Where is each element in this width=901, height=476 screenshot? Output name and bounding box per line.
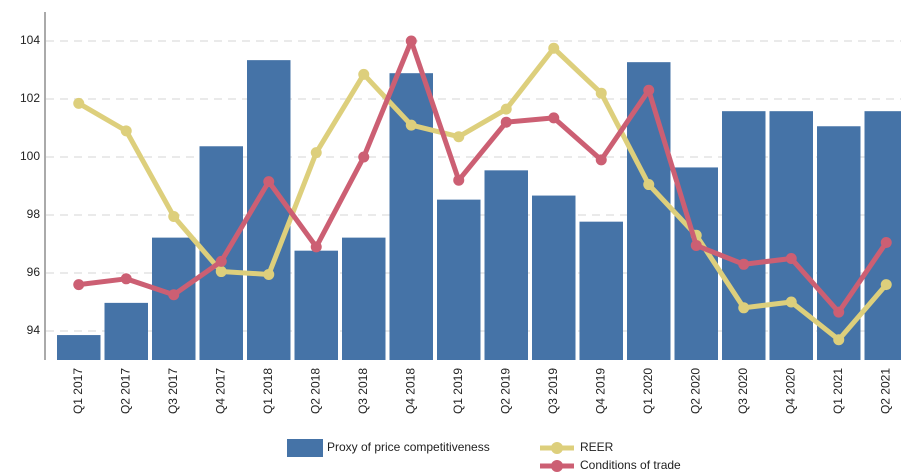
x-tick-label: Q1 2019: [451, 368, 465, 414]
legend-swatch: [287, 439, 323, 457]
line: [78, 38, 889, 315]
bar: [579, 221, 623, 360]
point: [120, 273, 132, 285]
x-tick-label: Q2 2019: [498, 368, 512, 414]
point: [880, 279, 892, 291]
x-tick-label: Q1 2021: [831, 368, 845, 414]
bar: [484, 170, 528, 360]
point: [453, 174, 465, 186]
point: [263, 176, 275, 188]
bar: [722, 111, 766, 361]
point: [215, 255, 227, 267]
x-tick-label: Q3 2019: [546, 368, 560, 414]
point: [595, 154, 607, 166]
x-tick-label: Q2 2020: [688, 368, 702, 414]
point: [643, 179, 655, 191]
point: [310, 147, 322, 159]
point: [168, 210, 180, 222]
point: [453, 131, 465, 143]
bar: [437, 199, 481, 360]
bar: [627, 62, 671, 361]
x-tick-label: Q1 2020: [641, 368, 655, 414]
x-tick-label: Q3 2020: [736, 368, 750, 414]
bar: [864, 111, 901, 361]
point: [168, 289, 180, 301]
bar: [769, 111, 813, 361]
point: [358, 68, 370, 80]
bar: [342, 237, 386, 360]
legend-label: Conditions of trade: [580, 458, 681, 472]
point: [738, 302, 750, 314]
line: [77, 45, 889, 343]
point: [785, 296, 797, 308]
y-tick-label: 94: [27, 323, 41, 337]
legend-label: Proxy of price competitiveness: [327, 440, 490, 454]
bar: [389, 73, 433, 360]
point: [643, 84, 655, 96]
x-tick-label: Q2 2017: [118, 368, 132, 414]
point: [500, 103, 512, 115]
bar: [57, 335, 101, 360]
point: [73, 97, 85, 109]
x-tick-label: Q2 2021: [878, 368, 892, 414]
point: [738, 258, 750, 270]
bar: [532, 195, 576, 360]
x-tick-label: Q3 2017: [166, 368, 180, 414]
point: [263, 268, 275, 280]
x-tick-label: Q1 2018: [261, 368, 275, 414]
point: [548, 112, 560, 124]
point: [500, 116, 512, 128]
point: [833, 306, 845, 318]
legend-swatch: [551, 460, 563, 472]
x-tick-label: Q4 2020: [783, 368, 797, 414]
y-tick-label: 100: [20, 149, 40, 163]
x-tick-label: Q1 2017: [71, 368, 85, 414]
point: [405, 35, 417, 47]
y-tick-label: 96: [27, 265, 41, 279]
x-tick-label: Q4 2019: [593, 368, 607, 414]
x-tick-label: Q4 2017: [213, 368, 227, 414]
point: [548, 42, 560, 54]
point: [690, 239, 702, 251]
bar: [104, 302, 148, 360]
legend-swatch: [551, 442, 563, 454]
point: [405, 119, 417, 131]
point: [833, 334, 845, 346]
bar: [294, 250, 338, 360]
point: [120, 125, 132, 137]
point: [785, 253, 797, 264]
point: [358, 151, 370, 163]
x-tick-label: Q4 2018: [403, 368, 417, 414]
y-tick-label: 98: [27, 207, 41, 221]
legend-label: REER: [580, 440, 614, 454]
x-tick-label: Q2 2018: [308, 368, 322, 414]
point: [595, 87, 607, 99]
x-tick-label: Q3 2018: [356, 368, 370, 414]
y-tick-label: 102: [20, 91, 40, 105]
y-tick-label: 104: [20, 33, 40, 47]
point: [73, 279, 85, 291]
point: [215, 266, 227, 278]
point: [310, 241, 322, 253]
point: [880, 237, 892, 249]
plot-area: [46, 35, 901, 361]
